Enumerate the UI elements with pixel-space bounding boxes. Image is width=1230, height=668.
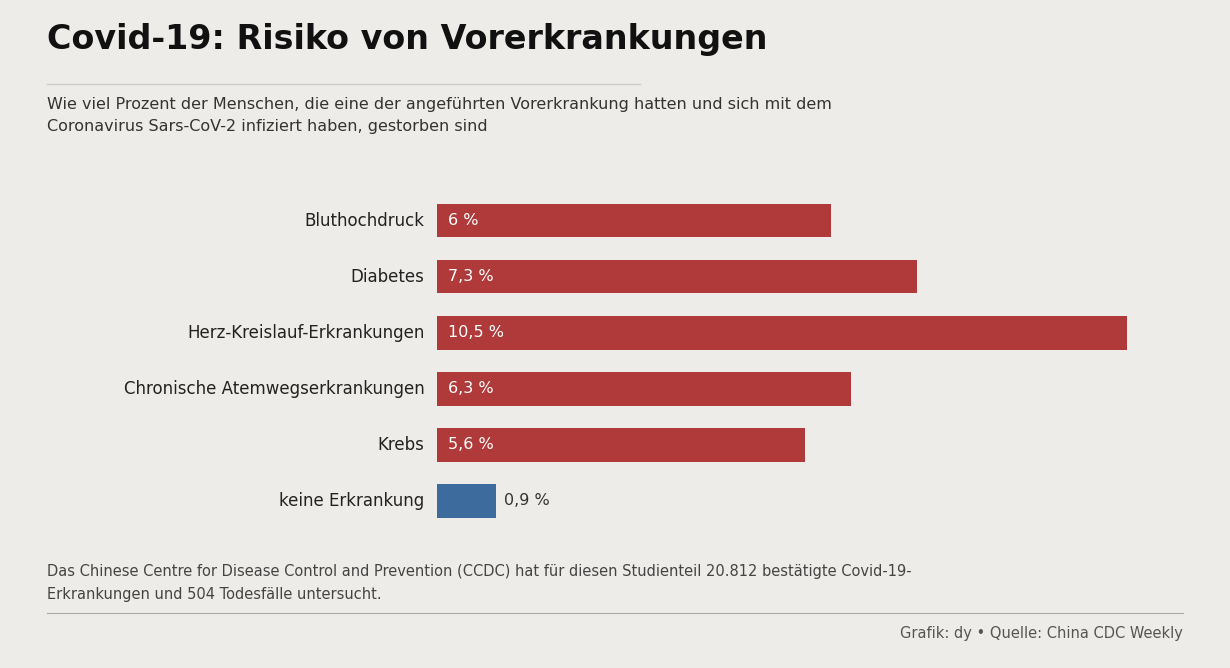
Text: Covid-19: Risiko von Vorerkrankungen: Covid-19: Risiko von Vorerkrankungen xyxy=(47,23,768,56)
Text: Diabetes: Diabetes xyxy=(351,268,424,286)
Text: 7,3 %: 7,3 % xyxy=(449,269,494,284)
Text: keine Erkrankung: keine Erkrankung xyxy=(279,492,424,510)
Text: 5,6 %: 5,6 % xyxy=(449,438,494,452)
Bar xyxy=(437,372,851,405)
Text: Grafik: dy • Quelle: China CDC Weekly: Grafik: dy • Quelle: China CDC Weekly xyxy=(900,626,1183,641)
Text: Chronische Atemwegserkrankungen: Chronische Atemwegserkrankungen xyxy=(123,379,424,397)
Text: 6,3 %: 6,3 % xyxy=(449,381,494,396)
Bar xyxy=(437,204,831,237)
Text: Wie viel Prozent der Menschen, die eine der angeführten Vorerkrankung hatten und: Wie viel Prozent der Menschen, die eine … xyxy=(47,97,831,112)
Text: Krebs: Krebs xyxy=(378,436,424,454)
Text: 0,9 %: 0,9 % xyxy=(504,493,550,508)
Text: Das Chinese Centre for Disease Control and Prevention (CCDC) hat für diesen Stud: Das Chinese Centre for Disease Control a… xyxy=(47,564,911,602)
Text: Coronavirus Sars-CoV-2 infiziert haben, gestorben sind: Coronavirus Sars-CoV-2 infiziert haben, … xyxy=(47,119,487,134)
Text: Herz-Kreislauf-Erkrankungen: Herz-Kreislauf-Erkrankungen xyxy=(187,324,424,342)
Bar xyxy=(437,484,496,518)
Bar xyxy=(437,316,1128,349)
Bar xyxy=(437,428,804,462)
Bar xyxy=(437,260,916,293)
Text: 10,5 %: 10,5 % xyxy=(449,325,504,340)
Text: Bluthochdruck: Bluthochdruck xyxy=(304,212,424,230)
Text: 6 %: 6 % xyxy=(449,213,478,228)
